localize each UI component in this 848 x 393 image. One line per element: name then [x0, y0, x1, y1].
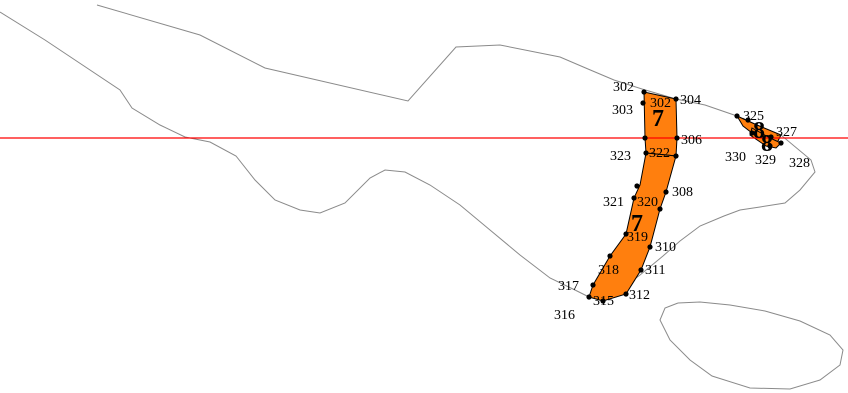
vertex-label-323: 323 [610, 149, 631, 164]
vertex-label-306: 306 [681, 133, 702, 148]
vertex-318 [607, 253, 613, 259]
vertex-329 [767, 143, 773, 149]
vertex-label-316: 316 [554, 308, 575, 323]
outline-lower-boundary [0, 11, 590, 298]
vertex-316 [586, 294, 592, 300]
vertex-315 [600, 298, 606, 304]
vertex-label-320: 320 [637, 195, 658, 210]
vertex-311 [638, 267, 644, 273]
vertex-319 [623, 231, 629, 237]
vertex-label-329: 329 [755, 153, 776, 168]
vertex-cut [642, 135, 648, 141]
vertex-label-304: 304 [680, 93, 701, 108]
vertex-label-322: 322 [649, 146, 670, 161]
vertex-327 [768, 134, 774, 140]
region-label-7a: 7 [652, 106, 664, 132]
vertex-label-328: 328 [789, 156, 810, 171]
vertex-points [586, 89, 784, 304]
vertex-310 [647, 244, 653, 250]
vertex-306 [674, 135, 680, 141]
vertex-304 [673, 96, 679, 102]
vertex-label-308: 308 [672, 185, 693, 200]
vertex-label-302-outer: 302 [613, 80, 634, 95]
vertex-label-311: 311 [645, 263, 665, 278]
vertex-323 [643, 150, 649, 156]
vertex-label-319: 319 [627, 230, 648, 245]
vertex-320 [657, 206, 663, 212]
vertex-325b [745, 117, 751, 123]
vertex-label-325: 325 [743, 109, 764, 124]
vertex-label-330: 330 [725, 150, 746, 165]
vertex-322 [673, 153, 679, 159]
region-label-8a: 8 [753, 118, 765, 144]
vertex-328 [778, 140, 784, 146]
vertex-label-303: 303 [612, 103, 633, 118]
region-label-7b: 7 [631, 211, 643, 237]
vertex-label-315: 315 [593, 294, 614, 309]
region-label-8b: 8 [761, 131, 773, 157]
vertex-321 [631, 195, 637, 201]
vertex-label-317: 317 [558, 279, 579, 294]
vertex-label-312: 312 [629, 288, 650, 303]
vertex-label-310: 310 [655, 240, 676, 255]
vertex-321b [634, 183, 640, 189]
vertex-label-318: 318 [598, 263, 619, 278]
vertex-303 [640, 100, 646, 106]
vertex-label-327: 327 [776, 125, 797, 140]
outline-upper-boundary [96, 4, 816, 301]
outline-island [659, 301, 844, 390]
vertex-label-302-inner: 302 [650, 96, 671, 111]
vertex-308 [663, 189, 669, 195]
vertex-label-321: 321 [603, 195, 624, 210]
vertex-312 [623, 291, 629, 297]
vertex-330 [749, 130, 755, 136]
vertex-317 [590, 282, 596, 288]
vertex-325 [734, 113, 740, 119]
vertex-302 [641, 89, 647, 95]
